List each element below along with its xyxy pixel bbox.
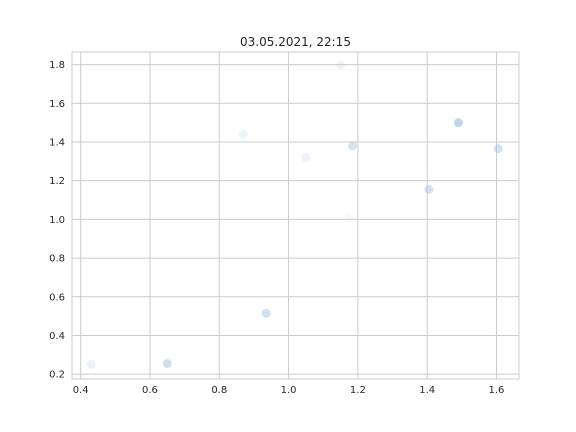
plot-frame (71, 51, 520, 380)
data-point (348, 141, 358, 151)
data-point (424, 184, 434, 194)
data-point (301, 152, 311, 162)
y-tick-label: 1.6 (49, 99, 65, 110)
data-point (86, 359, 96, 369)
data-points (86, 61, 503, 369)
data-point (453, 118, 463, 128)
data-point (336, 61, 346, 71)
y-axis-ticks: 0.2 0.4 0.6 0.8 1.0 1.2 1.4 1.6 1.8 (49, 60, 65, 381)
y-tick-label: 0.2 (49, 370, 65, 381)
chart-title: 03.05.2021, 22:15 (240, 35, 351, 49)
x-tick-label: 0.8 (211, 385, 227, 396)
y-tick-label: 0.8 (49, 254, 65, 265)
x-tick-label: 0.6 (142, 385, 158, 396)
x-tick-label: 1.0 (281, 385, 297, 396)
x-tick-label: 1.2 (350, 385, 366, 396)
y-tick-label: 0.6 (49, 292, 65, 303)
y-tick-label: 1.4 (49, 137, 65, 148)
x-tick-label: 1.4 (419, 385, 435, 396)
y-tick-label: 1.2 (49, 176, 65, 187)
data-point (162, 359, 172, 369)
y-tick-label: 1.0 (49, 215, 65, 226)
data-point (344, 213, 354, 223)
x-tick-label: 0.4 (73, 385, 89, 396)
x-axis-ticks: 0.4 0.6 0.8 1.0 1.2 1.4 1.6 (73, 385, 505, 396)
grid (72, 52, 519, 379)
data-point (261, 308, 271, 318)
x-tick-label: 1.6 (489, 385, 505, 396)
data-point (493, 144, 503, 154)
y-tick-label: 1.8 (49, 60, 65, 71)
y-tick-label: 0.4 (49, 331, 65, 342)
data-point (239, 129, 249, 139)
